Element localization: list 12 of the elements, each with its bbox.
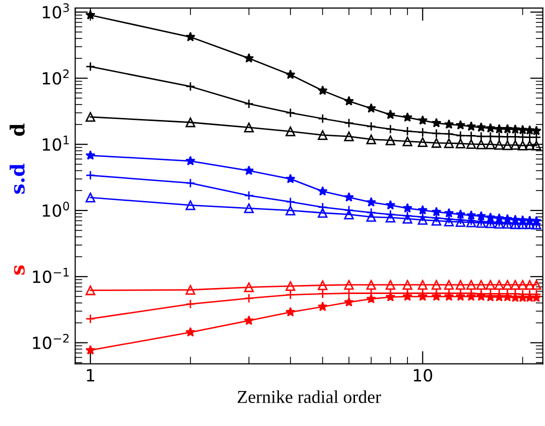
y-tick-label: 10$^{3}$ [42,3,69,19]
y-tick-label: 10$^{0}$ [42,202,70,217]
y-tick-label: 10$^{2}$ [42,69,69,85]
y-tick-label: 10$^{1}$ [42,136,69,151]
y-tick-label: 10$^{−2}$ [33,334,69,350]
text: s.d [10,164,25,194]
x-axis-title: Zernike radial order [238,390,382,404]
x-tick-label: 1 [86,369,94,382]
text: d [10,124,25,136]
x-tick-label: 10 [414,368,432,382]
y-tick-label: 10$^{−1}$ [33,268,69,284]
text: s [14,265,25,275]
